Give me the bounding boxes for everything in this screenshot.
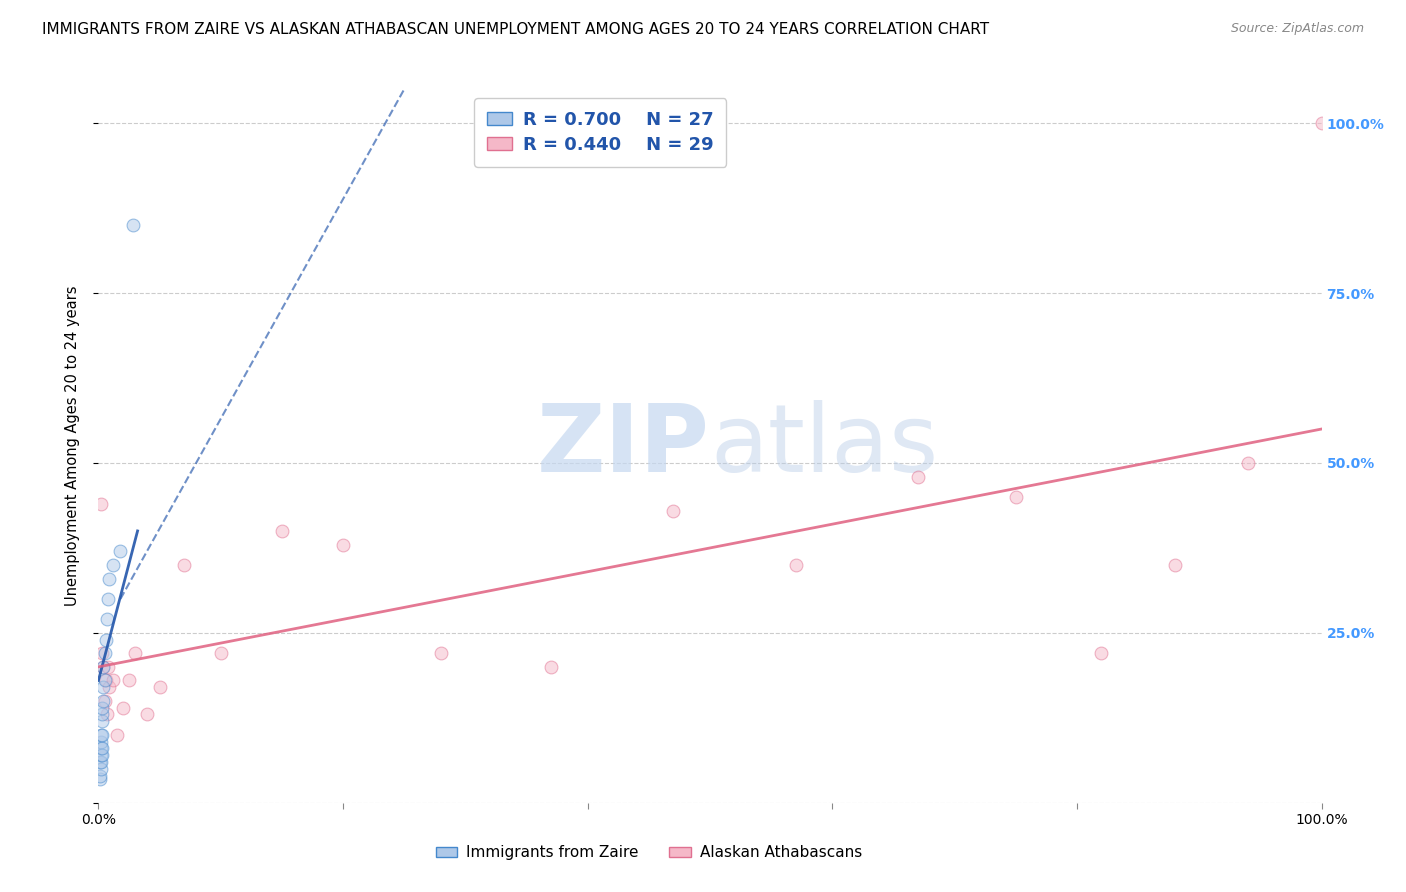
Point (93, 673, 115, 688)
Point (90, 741, 112, 756)
Point (1310, 116, 1333, 130)
Point (209, 646, 232, 660)
Point (124, 646, 146, 660)
Point (89, 755, 111, 769)
Text: atlas: atlas (710, 400, 938, 492)
Point (540, 660, 562, 674)
Point (173, 558, 195, 572)
Point (97, 591, 120, 606)
Point (101, 558, 124, 572)
Point (90, 497, 112, 511)
Point (89, 769, 111, 783)
Text: IMMIGRANTS FROM ZAIRE VS ALASKAN ATHABASCAN UNEMPLOYMENT AMONG AGES 20 TO 24 YEA: IMMIGRANTS FROM ZAIRE VS ALASKAN ATHABAS… (42, 22, 990, 37)
Point (270, 524, 294, 538)
Point (94, 673, 117, 688)
Point (1090, 646, 1112, 660)
Point (93, 694, 115, 708)
Point (91, 660, 114, 674)
Point (1164, 558, 1187, 572)
Point (907, 469, 929, 483)
Point (91, 694, 114, 708)
Point (332, 537, 354, 551)
Text: Source: ZipAtlas.com: Source: ZipAtlas.com (1230, 22, 1364, 36)
Text: ZIP: ZIP (537, 400, 710, 492)
Point (785, 558, 807, 572)
Point (91, 707, 114, 722)
Point (98, 572, 121, 586)
Point (94, 632, 117, 647)
Point (91, 660, 114, 674)
Point (90, 762, 112, 776)
Point (91, 700, 114, 714)
Point (91, 646, 114, 660)
Point (97, 660, 120, 674)
Point (1004, 490, 1026, 504)
Point (90, 734, 112, 748)
Point (111, 700, 134, 714)
Point (90, 755, 112, 769)
Point (89, 772, 111, 786)
Point (136, 707, 159, 722)
Point (121, 218, 143, 232)
Point (118, 673, 141, 688)
Point (91, 728, 114, 742)
Point (90, 728, 112, 742)
Y-axis label: Unemployment Among Ages 20 to 24 years: Unemployment Among Ages 20 to 24 years (65, 285, 80, 607)
Point (662, 503, 685, 517)
Point (96, 612, 118, 626)
Point (101, 673, 124, 688)
Point (90, 748, 112, 763)
Point (91, 680, 114, 694)
Point (430, 646, 453, 660)
Legend: Immigrants from Zaire, Alaskan Athabascans: Immigrants from Zaire, Alaskan Athabasca… (430, 839, 868, 866)
Point (91, 714, 114, 729)
Point (93, 646, 115, 660)
Point (110, 544, 132, 558)
Point (149, 680, 172, 694)
Point (96, 707, 118, 722)
Point (105, 728, 128, 742)
Point (98, 680, 121, 694)
Point (91, 741, 114, 756)
Point (91, 748, 114, 763)
Point (1237, 456, 1260, 470)
